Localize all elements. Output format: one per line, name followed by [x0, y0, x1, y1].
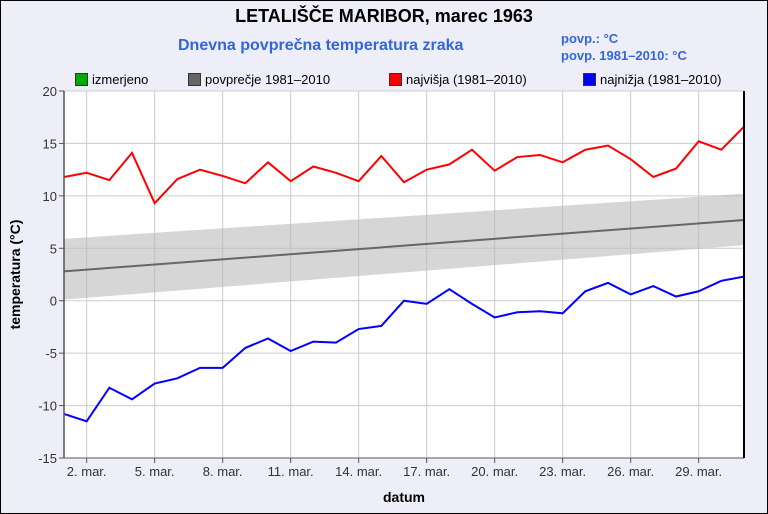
legend-label: izmerjeno	[92, 72, 149, 87]
tick-label-y: -15	[38, 451, 57, 466]
tick-label-x: 2. mar.	[67, 464, 107, 479]
legend-label: najnižja (1981–2010)	[600, 72, 722, 87]
tick-label-x: 17. mar.	[403, 464, 450, 479]
legend-swatch	[75, 73, 88, 86]
tick-label-x: 5. mar.	[135, 464, 175, 479]
average-range-band	[64, 193, 744, 300]
avg-stat: povp.: °C	[561, 31, 619, 46]
tick-label-x: 8. mar.	[203, 464, 243, 479]
tick-label-x: 11. mar.	[268, 464, 314, 479]
tick-label-y: 0	[50, 294, 57, 309]
tick-label-x: 14. mar.	[335, 464, 382, 479]
tick-label-y: 10	[43, 189, 57, 204]
x-axis-label: datum	[383, 489, 425, 505]
legend-item-average[interactable]: povprečje 1981–2010	[188, 72, 330, 87]
tick-label-x: 29. mar.	[675, 464, 722, 479]
average-line	[63, 218, 745, 273]
tick-label-x: 26. mar.	[607, 464, 654, 479]
legend-item-min[interactable]: najnižja (1981–2010)	[583, 72, 721, 87]
legend-label: najvišja (1981–2010)	[406, 72, 527, 87]
tick-label-y: 5	[50, 241, 57, 256]
chart-subtitle: Dnevna povprečna temperatura zraka	[178, 37, 464, 54]
avg-ref-stat: povp. 1981–2010: °C	[561, 48, 687, 63]
legend-swatch	[188, 73, 201, 86]
tick-label-y: 20	[43, 84, 57, 99]
tick-label-y: -10	[38, 399, 57, 414]
legend-label: povprečje 1981–2010	[205, 72, 331, 87]
tick-label-x: 23. mar.	[539, 464, 586, 479]
y-axis-label: temperatura (°C)	[7, 220, 23, 330]
legend-swatch	[583, 73, 596, 86]
chart-title: LETALIŠČE MARIBOR, marec 1963	[235, 6, 533, 26]
tick-label-x: 20. mar.	[471, 464, 518, 479]
legend-item-max[interactable]: najvišja (1981–2010)	[389, 72, 527, 87]
legend-swatch	[389, 73, 402, 86]
tick-label-y: 15	[43, 136, 57, 151]
legend-item-measured[interactable]: izmerjeno	[75, 72, 148, 87]
tick-label-y: -5	[45, 346, 57, 361]
